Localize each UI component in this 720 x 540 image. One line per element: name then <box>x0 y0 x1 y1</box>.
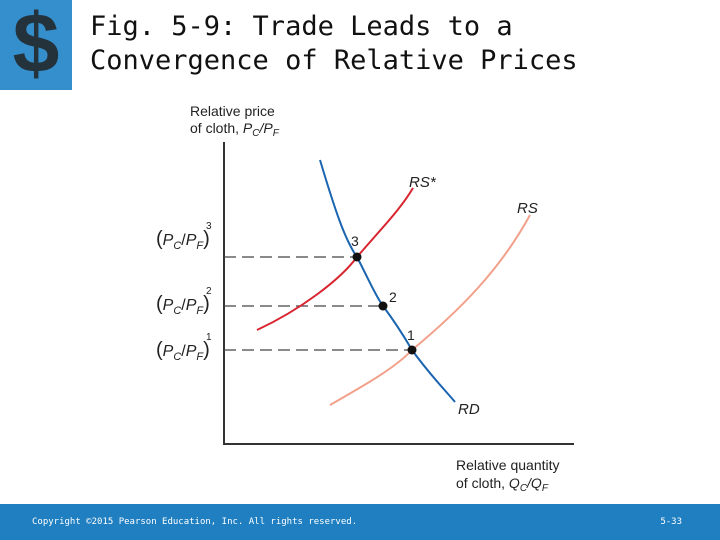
point-3 <box>352 252 362 262</box>
copyright-text: Copyright ©2015 Pearson Education, Inc. … <box>32 517 358 527</box>
point-1 <box>407 345 417 355</box>
rd-label: RD <box>458 401 480 418</box>
title-line-2: Convergence of Relative Prices <box>90 45 578 76</box>
x-axis-label-line2: of cloth, QC/QF <box>456 475 549 494</box>
title-line-1: Fig. 5-9: Trade Leads to a <box>90 11 513 42</box>
rs-curve <box>329 214 531 406</box>
y-axis-label-line2: of cloth, PC/PF <box>190 120 280 139</box>
price-level-2: (PC/PF) 2 <box>156 286 212 317</box>
slide-title: Fig. 5-9: Trade Leads to a Convergence o… <box>90 10 710 78</box>
rs-label: RS <box>517 200 538 217</box>
rd-curve <box>319 159 456 403</box>
footer-bar: Copyright ©2015 Pearson Education, Inc. … <box>0 504 720 540</box>
point-3-label: 3 <box>351 233 359 249</box>
price-level-3: (PC/PF) 3 <box>156 221 212 252</box>
slide-number: 5-33 <box>660 517 682 527</box>
y-axis-label-line1: Relative price <box>190 103 275 119</box>
svg-text:$: $ <box>13 0 60 90</box>
svg-text:3: 3 <box>206 221 212 232</box>
svg-text:1: 1 <box>206 332 212 343</box>
svg-text:(PC/PF): (PC/PF) <box>156 339 210 363</box>
rs-star-label: RS* <box>409 174 437 191</box>
price-level-1: (PC/PF) 1 <box>156 332 212 363</box>
supply-demand-diagram: Relative price of cloth, PC/PF Relative … <box>156 103 574 494</box>
svg-text:2: 2 <box>206 286 212 297</box>
x-axis-label-line1: Relative quantity <box>456 457 560 473</box>
point-2-label: 2 <box>389 289 397 305</box>
point-1-label: 1 <box>407 327 415 343</box>
svg-text:(PC/PF): (PC/PF) <box>156 293 210 317</box>
svg-text:(PC/PF): (PC/PF) <box>156 228 210 252</box>
dollar-sign-icon: $ <box>0 0 72 90</box>
point-2 <box>378 301 388 311</box>
